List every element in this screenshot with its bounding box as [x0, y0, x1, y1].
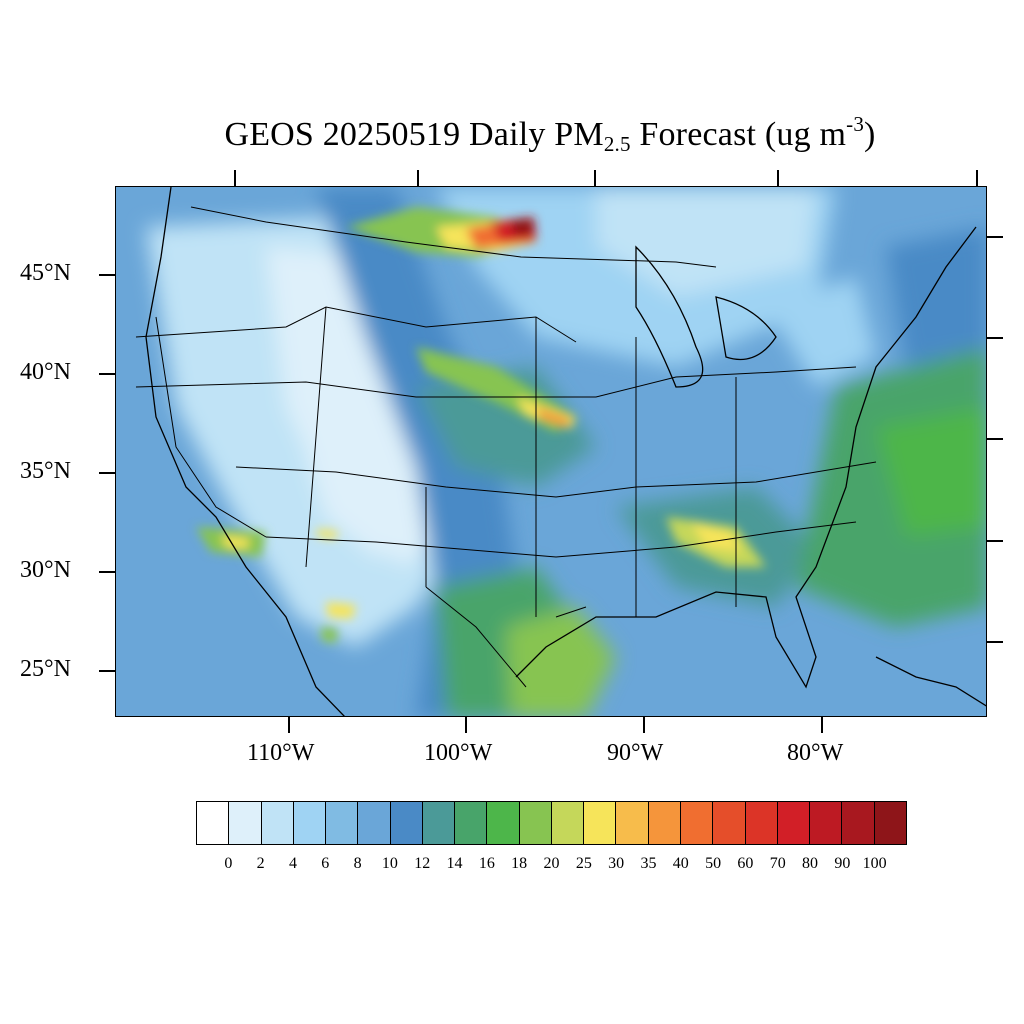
colorbar-swatch — [551, 802, 585, 844]
colorbar-swatch — [745, 802, 778, 844]
chart-title: GEOS 20250519 Daily PM2.5 Forecast (ug m… — [224, 112, 876, 156]
left-tick — [99, 373, 115, 375]
lat-label-25n: 25°N — [20, 656, 71, 682]
colorbar-swatch — [874, 802, 906, 844]
colorbar-swatch — [680, 802, 714, 844]
map-panel — [115, 186, 987, 717]
colorbar-swatch — [455, 802, 488, 844]
lon-label-90w: 90°W — [607, 740, 664, 766]
colorbar-label: 0 — [224, 855, 233, 872]
colorbar-swatch — [777, 802, 811, 844]
colorbar-label: 50 — [705, 855, 722, 872]
colorbar-swatch — [584, 802, 617, 844]
colorbar-label: 8 — [353, 855, 362, 872]
colorbar-label: 6 — [321, 855, 330, 872]
colorbar-label: 2 — [256, 855, 265, 872]
colorbar-label: 70 — [769, 855, 786, 872]
bottom-tick — [821, 717, 823, 733]
lon-label-80w: 80°W — [787, 740, 844, 766]
colorbar-swatch — [261, 802, 294, 844]
right-tick — [987, 540, 1003, 542]
colorbar-swatch — [713, 802, 746, 844]
colorbar-swatch — [648, 802, 681, 844]
left-tick — [99, 472, 115, 474]
bottom-tick — [643, 717, 645, 733]
left-tick — [99, 571, 115, 573]
colorbar-swatch — [487, 802, 520, 844]
colorbar-swatch — [229, 802, 262, 844]
colorbar-label: 35 — [640, 855, 657, 872]
pm25-field-map — [116, 187, 986, 716]
colorbar-label: 14 — [446, 855, 463, 872]
colorbar-swatch — [390, 802, 423, 844]
colorbar-swatch — [810, 802, 843, 844]
bottom-tick — [288, 717, 290, 733]
colorbar-label: 4 — [288, 855, 297, 872]
colorbar-label: 12 — [414, 855, 431, 872]
left-tick — [99, 274, 115, 276]
colorbar-swatch — [293, 802, 327, 844]
lat-label-35n: 35°N — [20, 458, 71, 484]
colorbar-swatch — [326, 802, 359, 844]
colorbar-label: 100 — [862, 855, 887, 872]
colorbar-label: 10 — [381, 855, 398, 872]
colorbar-label: 16 — [478, 855, 495, 872]
colorbar-swatch — [616, 802, 649, 844]
colorbar-swatch — [422, 802, 456, 844]
right-tick — [987, 337, 1003, 339]
coastline — [145, 187, 986, 716]
colorbar-swatch — [197, 802, 230, 844]
top-tick — [777, 170, 779, 186]
top-tick — [417, 170, 419, 186]
left-tick — [99, 670, 115, 672]
colorbar-label: 25 — [575, 855, 592, 872]
lat-label-45n: 45°N — [20, 260, 71, 286]
lon-label-110w: 110°W — [247, 740, 315, 766]
colorbar-label: 90 — [834, 855, 851, 872]
colorbar-swatch — [842, 802, 875, 844]
lat-label-40n: 40°N — [20, 359, 71, 385]
top-tick — [234, 170, 236, 186]
colorbar-swatch — [519, 802, 552, 844]
colorbar-label: 30 — [608, 855, 625, 872]
lon-label-100w: 100°W — [424, 740, 493, 766]
colorbar-label: 20 — [543, 855, 560, 872]
top-tick — [976, 170, 978, 186]
right-tick — [987, 236, 1003, 238]
top-tick — [594, 170, 596, 186]
bottom-tick — [465, 717, 467, 733]
colorbar-label: 60 — [737, 855, 754, 872]
colorbar-label: 40 — [672, 855, 689, 872]
state-borders — [135, 206, 877, 688]
lat-label-30n: 30°N — [20, 557, 71, 583]
colorbar-labels: 0 2 4 6 8 10 12 14 16 18 20 25 30 35 40 50 60 70 80 90 100 — [196, 855, 907, 875]
colorbar — [196, 801, 907, 845]
colorbar-label: 80 — [802, 855, 819, 872]
colorbar-swatch — [358, 802, 391, 844]
right-tick — [987, 641, 1003, 643]
colorbar-label: 18 — [511, 855, 528, 872]
right-tick — [987, 438, 1003, 440]
